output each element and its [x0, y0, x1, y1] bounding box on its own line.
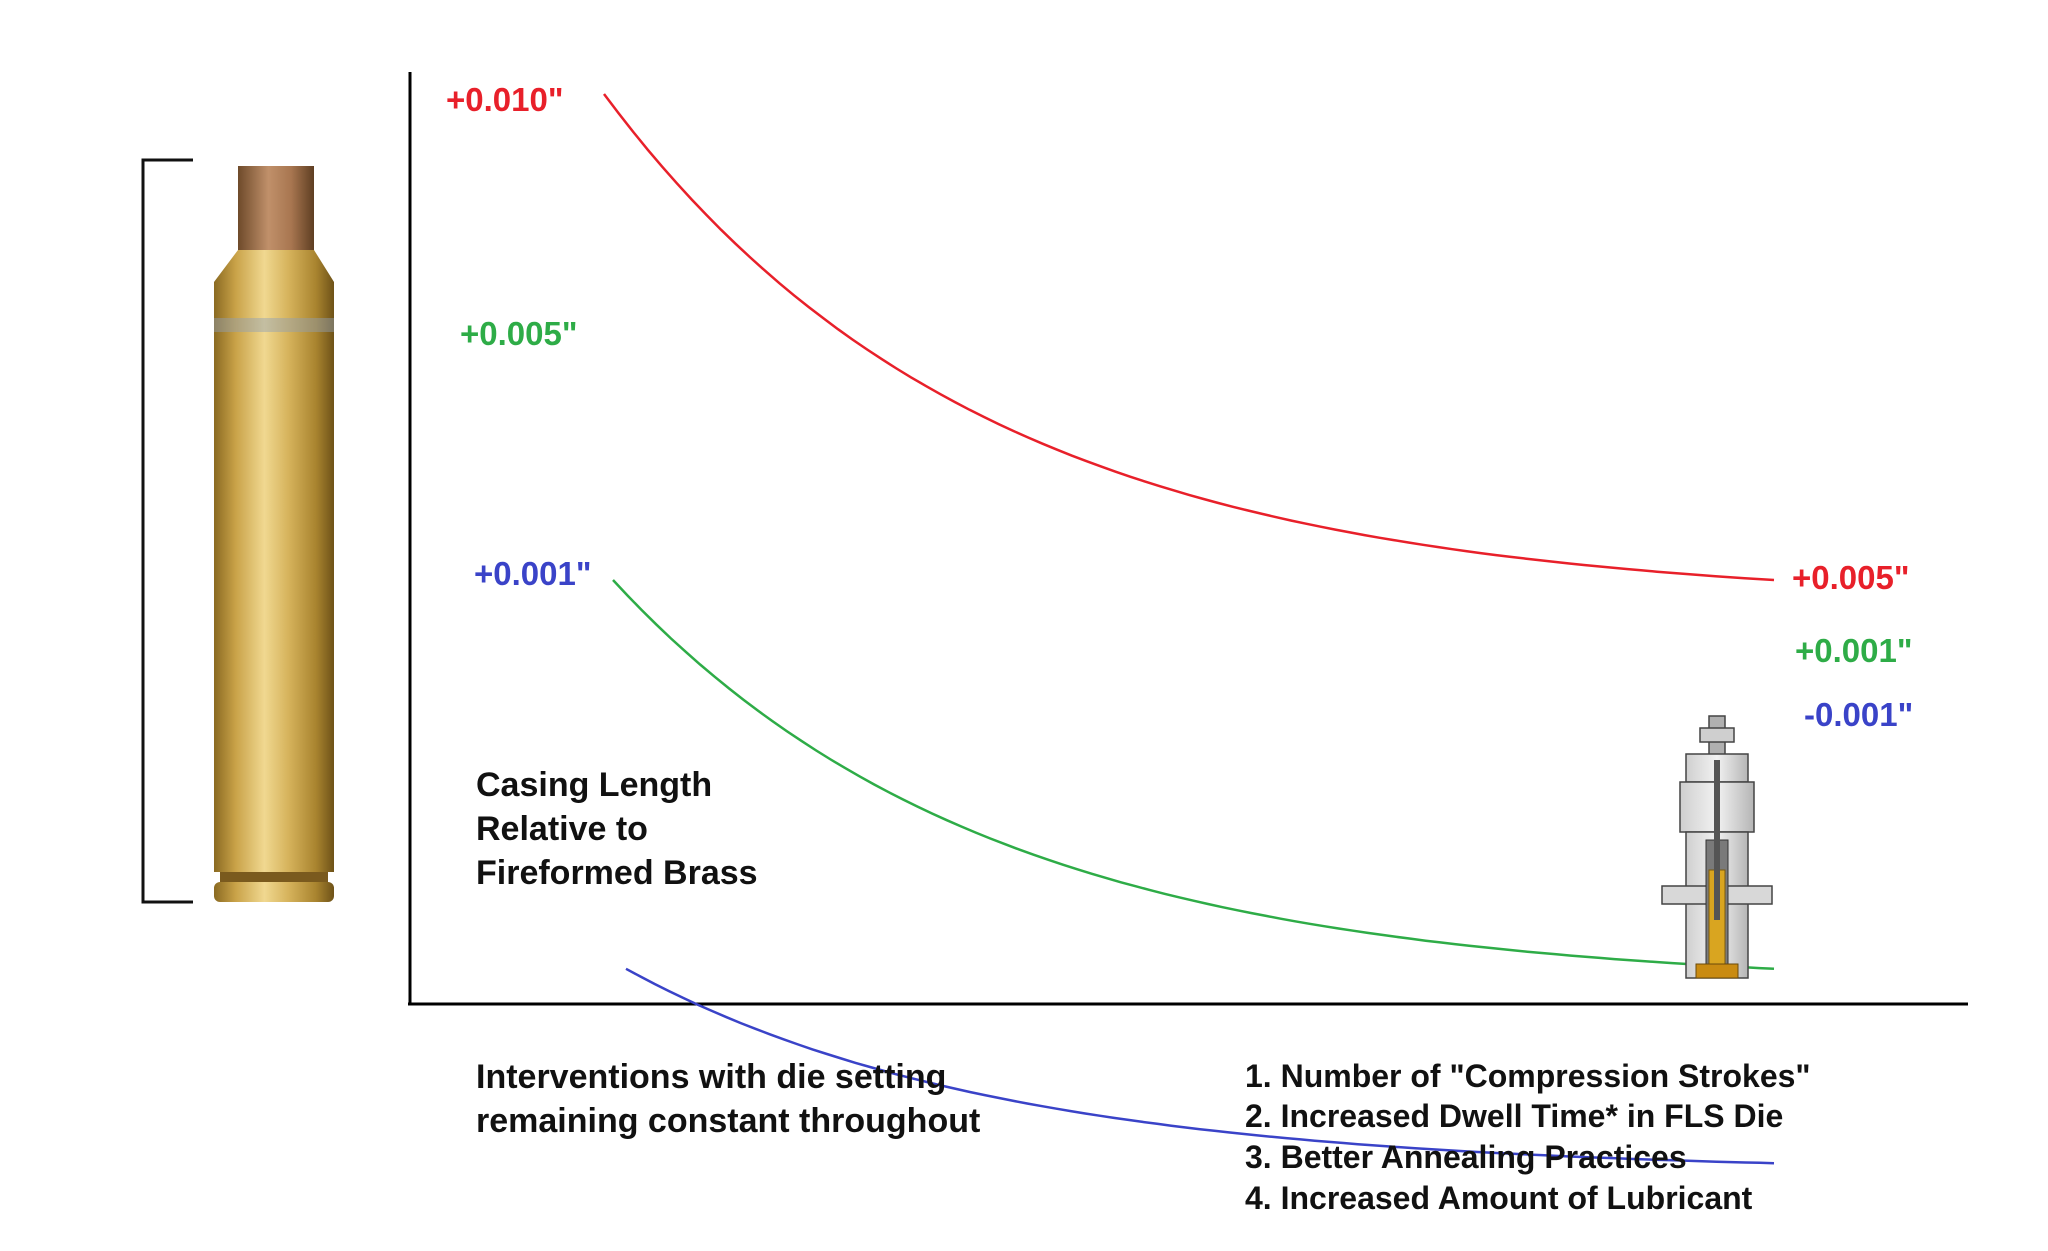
- intervention-item: 3. Better Annealing Practices: [1245, 1139, 1687, 1175]
- end-label-green: +0.001": [1795, 632, 1913, 669]
- start-label-blue: +0.001": [474, 555, 592, 592]
- x-axis-label-line: remaining constant throughout: [476, 1102, 980, 1140]
- end-label-red: +0.005": [1792, 559, 1910, 596]
- y-axis-label-line: Fireformed Brass: [476, 854, 758, 892]
- x-axis-label-line: Interventions with die setting: [476, 1058, 946, 1096]
- start-label-green: +0.005": [460, 315, 578, 352]
- y-axis-label-line: Relative to: [476, 810, 648, 848]
- die-decap-pin: [1714, 760, 1720, 920]
- series-line-green: [612, 579, 1775, 971]
- casing-anneal-band: [214, 318, 334, 332]
- casing-body: [214, 282, 334, 872]
- casing-shoulder: [214, 250, 334, 282]
- casing-neck: [238, 166, 314, 250]
- y-axis-label: Casing Length Relative to Fireformed Bra…: [476, 766, 758, 892]
- interventions-list: 1. Number of "Compression Strokes" 2. In…: [1245, 1058, 1811, 1216]
- resizing-die-illustration: [1661, 715, 1773, 979]
- casing-groove: [220, 872, 328, 882]
- brass-casing-illustration: [141, 158, 334, 904]
- intervention-item: 1. Number of "Compression Strokes": [1245, 1058, 1811, 1094]
- die-base: [1695, 963, 1739, 979]
- intervention-item: 2. Increased Dwell Time* in FLS Die: [1245, 1098, 1783, 1134]
- casing-rim: [214, 882, 334, 902]
- end-label-blue: -0.001": [1804, 696, 1913, 733]
- series-line-red: [603, 93, 1775, 582]
- y-axis-label-line: Casing Length: [476, 766, 712, 804]
- start-label-red: +0.010": [446, 81, 564, 118]
- series-line-blue: [625, 967, 1775, 1165]
- die-stem-cap: [1699, 727, 1735, 743]
- length-bracket: [141, 158, 193, 904]
- x-axis-label: Interventions with die setting remaining…: [476, 1058, 980, 1140]
- intervention-item: 4. Increased Amount of Lubricant: [1245, 1180, 1753, 1216]
